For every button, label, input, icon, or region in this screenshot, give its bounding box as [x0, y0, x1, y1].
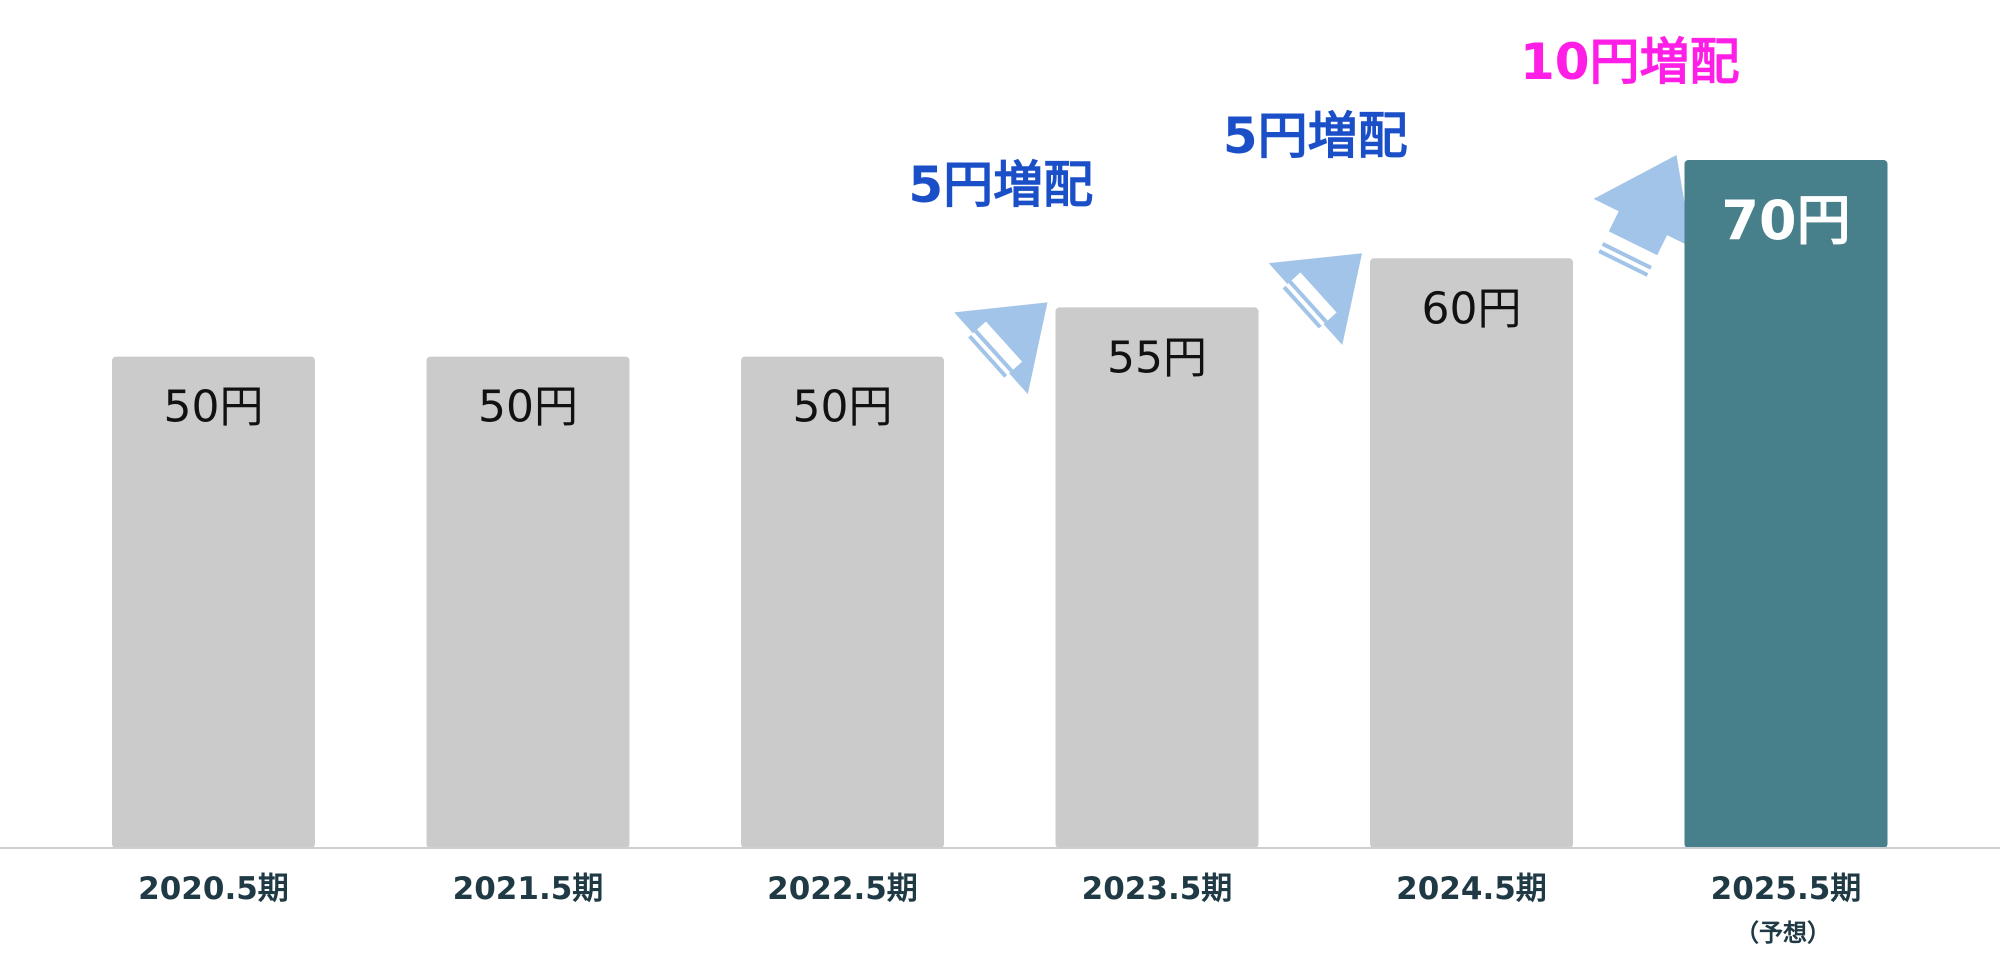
bars [112, 160, 1888, 848]
arrow-body-1 [954, 302, 1048, 395]
bar-value-label-1: 50円 [164, 382, 264, 433]
arrow-tail-stripe-3-1 [1601, 242, 1652, 270]
bar-2 [426, 356, 630, 848]
category-label-2: 2021.5期 [453, 871, 604, 907]
bar-1 [112, 356, 315, 848]
arrow-tail-stripe-3-2 [1598, 249, 1649, 277]
category-label-3: 2022.5期 [767, 871, 918, 907]
arrow-tail-stripe-2-2 [1282, 285, 1322, 329]
increase-arrow-3 [1593, 155, 1693, 277]
bar-6 [1684, 160, 1888, 848]
bar-5 [1370, 258, 1573, 848]
increase-annotation-2: 5円増配 [1223, 107, 1408, 165]
category-label-4: 2023.5期 [1082, 871, 1233, 907]
increase-annotation-3: 10円増配 [1520, 33, 1740, 91]
bar-value-label-4: 55円 [1107, 332, 1207, 383]
labels: 50円 2020.5期 50円 2021.5期 50円 2022.5期 55円 2023.5期… [138, 33, 1861, 947]
arrow-tail-stripe-2-1 [1288, 280, 1328, 324]
category-note-6: （予想） [1735, 919, 1831, 947]
bar-value-label-2: 50円 [478, 382, 578, 433]
bar-value-label-5: 60円 [1422, 283, 1522, 334]
increase-arrows [954, 155, 1693, 395]
category-label-1: 2020.5期 [138, 871, 289, 907]
category-label-6: 2025.5期 [1711, 871, 1862, 907]
arrow-tail-stripe-1-2 [968, 334, 1008, 378]
bar-value-label-6: 70円 [1721, 189, 1850, 252]
increase-annotation-1: 5円増配 [908, 156, 1093, 214]
arrow-tail-stripe-1-1 [974, 329, 1014, 373]
bar-4 [1055, 307, 1259, 848]
arrow-body-2 [1268, 253, 1362, 345]
increase-arrow-1 [954, 302, 1048, 395]
category-label-5: 2024.5期 [1396, 871, 1547, 907]
increase-arrow-2 [1268, 253, 1362, 345]
bar-3 [741, 356, 944, 848]
arrow-body-3 [1593, 155, 1693, 256]
bar-value-label-3: 50円 [793, 382, 893, 433]
